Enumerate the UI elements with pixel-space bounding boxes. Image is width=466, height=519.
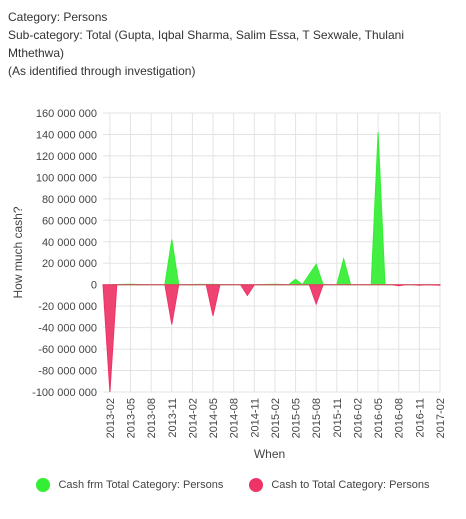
legend-label-cash-to: Cash to Total Category: Persons <box>271 479 430 491</box>
x-tick-label: 2013-08 <box>146 398 158 438</box>
x-tick-label: 2015-02 <box>270 398 282 438</box>
cash-flow-chart: 160 000 000 140 000 000 120 000 000 100 000… <box>11 108 447 461</box>
y-tick-label: 100 000 000 <box>36 172 97 184</box>
x-tick-label: 2015-08 <box>311 398 323 438</box>
y-tick-label: -20 000 000 <box>38 301 97 313</box>
y-tick-label: 60 000 000 <box>42 215 97 227</box>
y-tick-label: 120 000 000 <box>36 151 97 163</box>
x-tick-label: 2014-05 <box>208 398 220 438</box>
category-line: Category: Persons <box>8 10 108 24</box>
x-tick-label: 2014-11 <box>249 398 261 438</box>
x-tick-label: 2013-02 <box>105 398 117 438</box>
subcategory-line: Sub-category: Total (Gupta, Iqbal Sharma… <box>8 28 404 60</box>
x-tick-label: 2014-08 <box>229 398 241 438</box>
series-area-cash-to <box>102 284 441 393</box>
x-tick-label: 2015-05 <box>291 398 303 438</box>
x-tick-label: 2016-08 <box>394 398 406 438</box>
x-tick-label: 2013-11 <box>167 398 179 438</box>
y-tick-label: 20 000 000 <box>42 258 97 270</box>
investigation-note: (As identified through investigation) <box>8 64 196 78</box>
x-tick-label: 2013-05 <box>126 398 138 438</box>
chart-header: Category: Persons Sub-category: Total (G… <box>8 8 458 80</box>
y-tick-label: 80 000 000 <box>42 194 97 206</box>
y-tick-label: -60 000 000 <box>38 344 97 356</box>
y-axis-title: How much cash? <box>11 206 25 298</box>
y-tick-label: -40 000 000 <box>38 323 97 335</box>
legend-item-cash-to[interactable]: Cash to Total Category: Persons <box>249 478 430 492</box>
y-tick-label: 140 000 000 <box>36 129 97 141</box>
legend-swatch-cash-to <box>249 478 264 492</box>
legend-label-cash-from: Cash frm Total Category: Persons <box>58 479 224 491</box>
chart-legend: Cash frm Total Category: Persons Cash to… <box>0 478 466 492</box>
x-axis-title: When <box>254 447 285 461</box>
x-tick-label: 2014-02 <box>187 398 199 438</box>
y-tick-label: -80 000 000 <box>38 366 97 378</box>
legend-swatch-cash-from <box>36 478 51 492</box>
legend-item-cash-from[interactable]: Cash frm Total Category: Persons <box>36 478 223 492</box>
y-tick-label: 0 <box>91 280 97 292</box>
x-tick-label: 2016-02 <box>352 398 364 438</box>
series-area-cash-from <box>109 132 440 286</box>
x-tick-label: 2017-02 <box>435 398 447 438</box>
x-tick-label: 2016-11 <box>414 398 426 438</box>
y-tick-label: -100 000 000 <box>32 387 97 399</box>
x-tick-label: 2016-05 <box>373 398 385 438</box>
x-tick-label: 2015-11 <box>332 398 344 438</box>
y-tick-label: 160 000 000 <box>36 108 97 120</box>
y-tick-label: 40 000 000 <box>42 237 97 249</box>
